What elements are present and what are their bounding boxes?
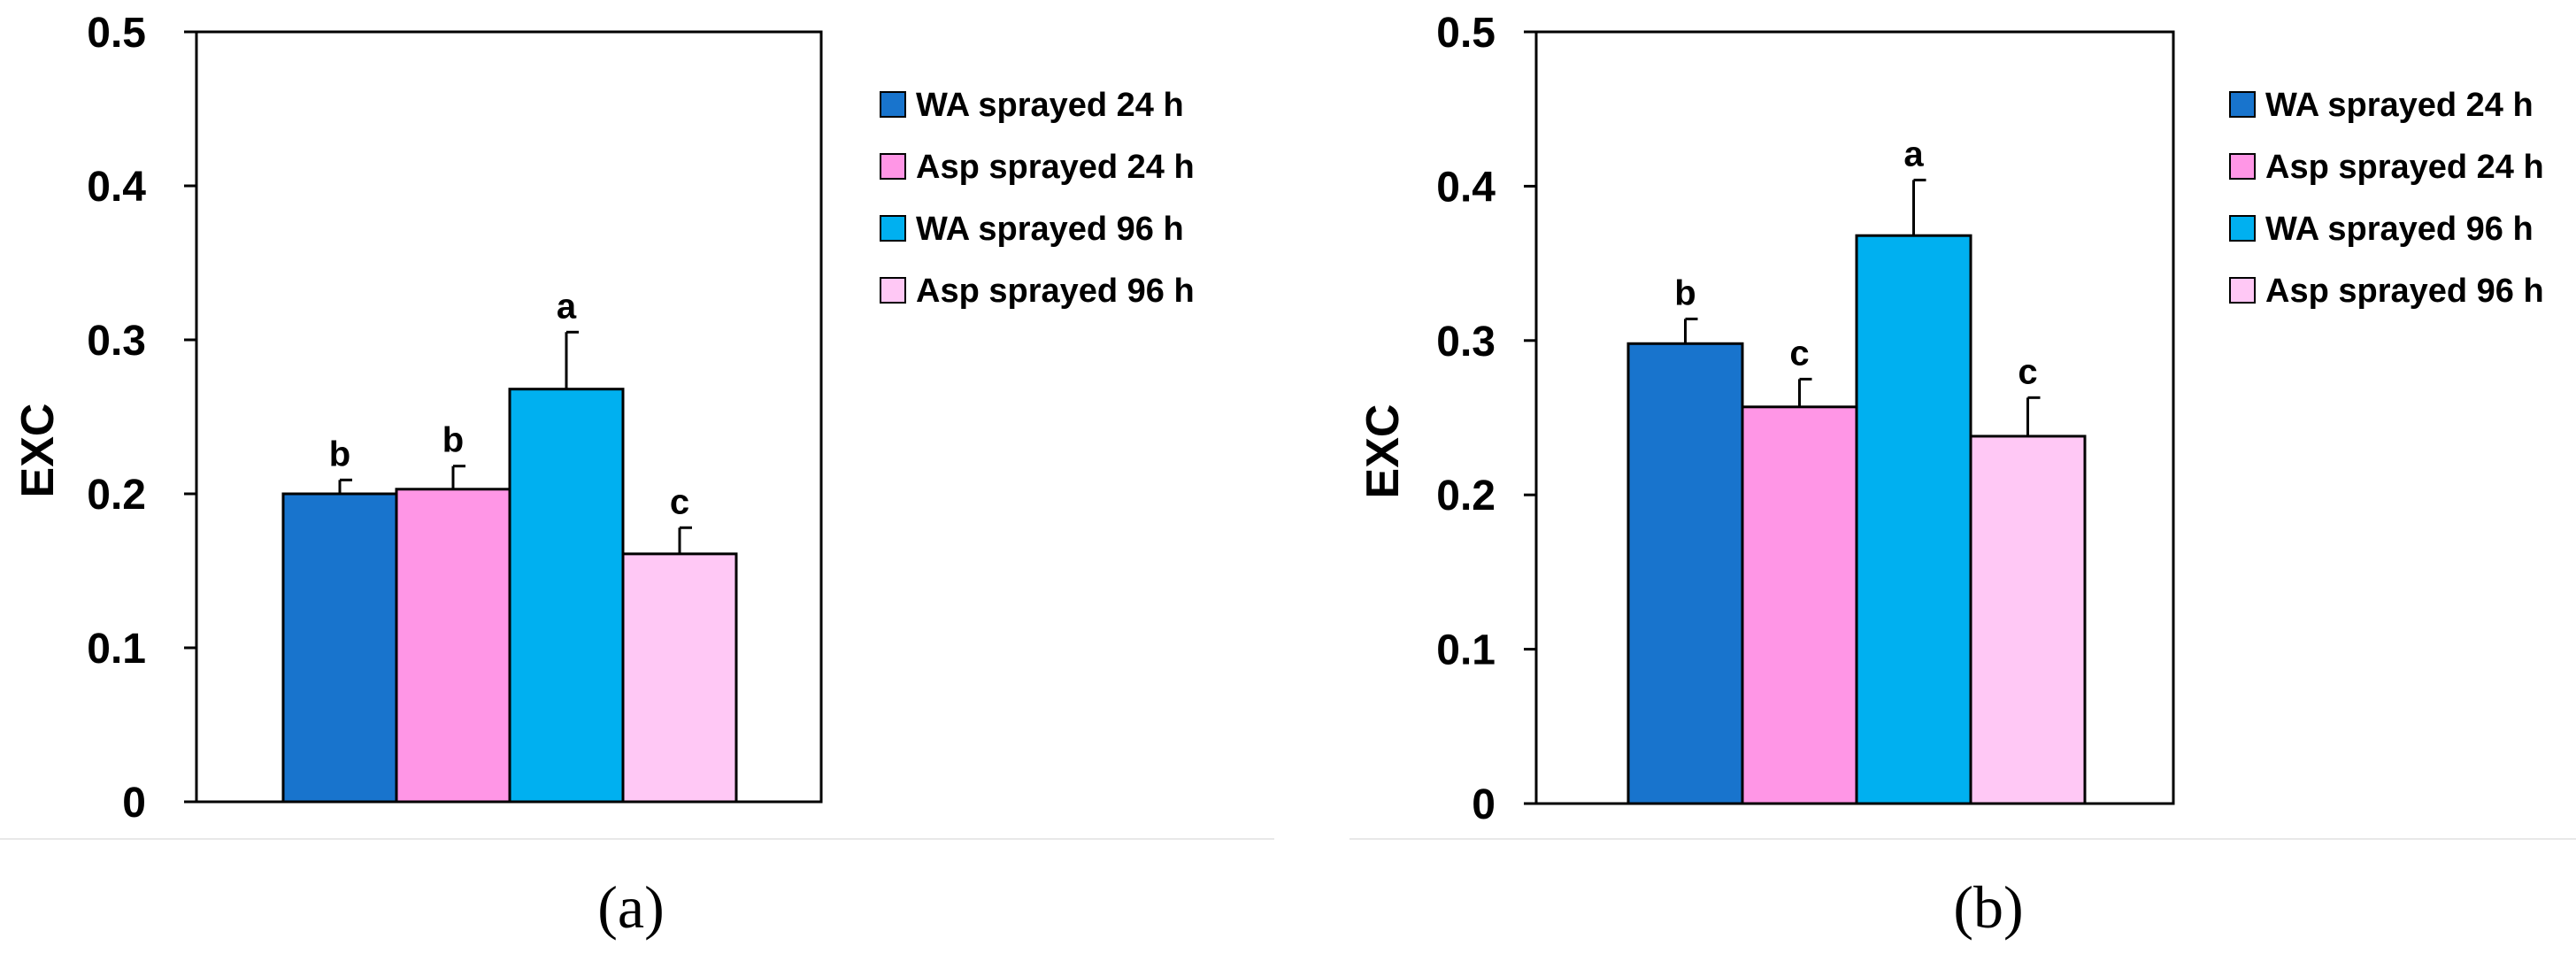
legend-label-b: WA sprayed 96 h (2265, 211, 2534, 248)
chart-panel-a: 0 0.1 0.2 0.3 0.4 0.5 EXC b b a c WA sprayed 24 h As… (12, 10, 1195, 941)
legend-label-b: Asp sprayed 24 h (2265, 149, 2544, 186)
legend-label-a: WA sprayed 24 h (916, 87, 1184, 124)
bar-a (281, 492, 398, 804)
significance-letter-a: a (557, 287, 577, 326)
y-tick-label-a: 0 (122, 780, 146, 827)
legend-label-b: Asp sprayed 96 h (2265, 273, 2544, 310)
legend-swatch-a (880, 277, 906, 304)
y-tick-label-a: 0.1 (87, 626, 146, 673)
legend-swatch-b (2229, 91, 2256, 118)
bar-a (621, 552, 738, 804)
legend-swatch-b (2229, 153, 2256, 180)
legend-swatch-a (880, 91, 906, 118)
legend-swatch-a (880, 215, 906, 242)
legend-label-a: Asp sprayed 96 h (916, 273, 1195, 310)
significance-letter-b: a (1903, 135, 1924, 173)
bar-a (395, 488, 511, 804)
significance-letter-a: b (329, 435, 350, 473)
y-tick-label-a: 0.2 (87, 472, 146, 519)
y-tick-label-a: 0.3 (87, 318, 146, 365)
y-tick-label-b: 0.2 (1436, 473, 1496, 519)
bar-a (508, 388, 625, 804)
significance-letter-b: b (1674, 273, 1696, 312)
panel-label-a: (a) (597, 873, 664, 941)
significance-letter-b: c (2018, 352, 2037, 391)
legend-swatch-b (2229, 277, 2256, 304)
significance-letter-a: c (670, 482, 689, 521)
y-tick-label-b: 0.3 (1436, 319, 1496, 365)
y-tick-label-b: 0.5 (1436, 10, 1496, 57)
y-axis-label-b: EXC (1357, 404, 1409, 499)
significance-letter-a: b (442, 421, 464, 460)
y-tick-label-b: 0.4 (1436, 164, 1496, 211)
y-tick-label-a: 0.5 (87, 10, 146, 57)
legend-label-a: WA sprayed 96 h (916, 211, 1184, 248)
legend-swatch-a (880, 153, 906, 180)
y-tick-label-b: 0.1 (1436, 627, 1496, 674)
chart-panel-b: 0 0.1 0.2 0.3 0.4 0.5 EXC b c a c WA sprayed 24 h As… (1357, 10, 2544, 941)
significance-letter-b: c (1789, 334, 1809, 373)
y-tick-label-a: 0.4 (87, 164, 146, 211)
legend-label-b: WA sprayed 24 h (2265, 87, 2534, 124)
legend-swatch-b (2229, 215, 2256, 242)
bar-b (1969, 435, 2087, 805)
y-axis-label-a: EXC (12, 404, 64, 498)
bar-b (1626, 342, 1744, 805)
bar-b (1741, 405, 1858, 805)
y-tick-label-b: 0 (1472, 781, 1496, 828)
panel-label-b: (b) (1953, 873, 2023, 941)
bar-b (1855, 234, 1972, 805)
legend-label-a: Asp sprayed 24 h (916, 149, 1195, 186)
